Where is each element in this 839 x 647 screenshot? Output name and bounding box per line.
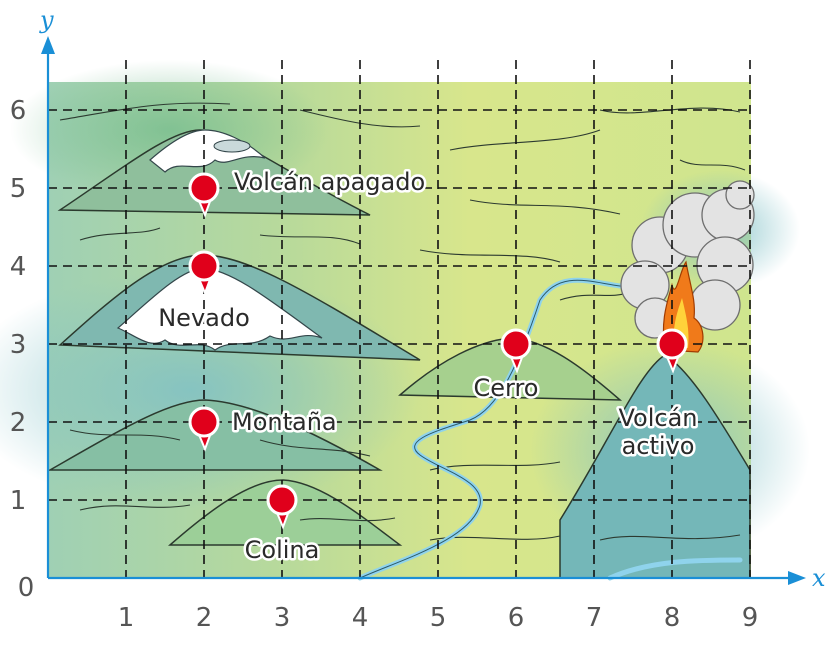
x-axis-arrow-icon [788,571,806,585]
marker-cerro: Cerro [471,328,541,405]
place-label-line: Volcán [618,404,697,432]
snowy-mountain [58,254,421,361]
place-label: Nevado [158,304,250,332]
pin-icon [188,172,220,204]
y-axis-name: y [39,6,54,34]
marker-volcan-activo: Volcán activo [616,328,700,463]
y-tick-label: 3 [10,330,27,360]
x-tick-label: 6 [508,603,525,633]
marker-colina: Colina [242,484,322,567]
river-outline [359,279,621,579]
place-markers: Volcán apagado Nevado Montaña Colina Cerro Vo… [156,166,700,567]
y-axis-arrow-icon [41,36,55,54]
x-tick-label: 5 [430,603,447,633]
smoke-cloud [620,180,755,339]
x-tick-label: 4 [352,603,369,633]
place-label-line: activo [622,432,695,460]
river-lower [607,557,743,581]
x-tick-label: 9 [742,603,759,633]
pin-icon [188,250,220,282]
x-tick-label: 8 [664,603,681,633]
pin-icon [656,328,688,360]
extinct-volcano-mountain [57,129,371,216]
y-tick-label: 5 [10,174,27,204]
y-tick-label: 1 [10,486,27,516]
x-tick-label: 2 [196,603,213,633]
place-label: Volcán activo [618,404,697,460]
place-label: Montaña [232,408,337,436]
x-tick-label: 3 [274,603,291,633]
marker-montana: Montaña [188,406,339,452]
pin-icon [188,406,220,438]
y-tick-label: 4 [10,252,27,282]
x-tick-label: 1 [118,603,135,633]
x-tick-label: 7 [586,603,603,633]
y-tick-label: 6 [10,96,27,126]
axes: xy [39,6,826,592]
x-axis-name: x [812,564,826,592]
y-tick-label: 2 [10,408,27,438]
terrain-illustration [0,60,810,581]
marker-nevado: Nevado [156,250,252,335]
marker-volcan-apagado: Volcán apagado [188,166,428,218]
place-label: Volcán apagado [234,168,425,196]
pin-icon [266,484,298,516]
grid-lines [48,60,751,578]
tick-labels: 0 1 2 3 4 5 6 7 8 9 1 2 3 4 5 6 [10,96,759,633]
pin-icon [500,328,532,360]
origin-label: 0 [18,573,35,603]
place-label: Cerro [474,374,539,402]
place-label: Colina [245,536,320,564]
